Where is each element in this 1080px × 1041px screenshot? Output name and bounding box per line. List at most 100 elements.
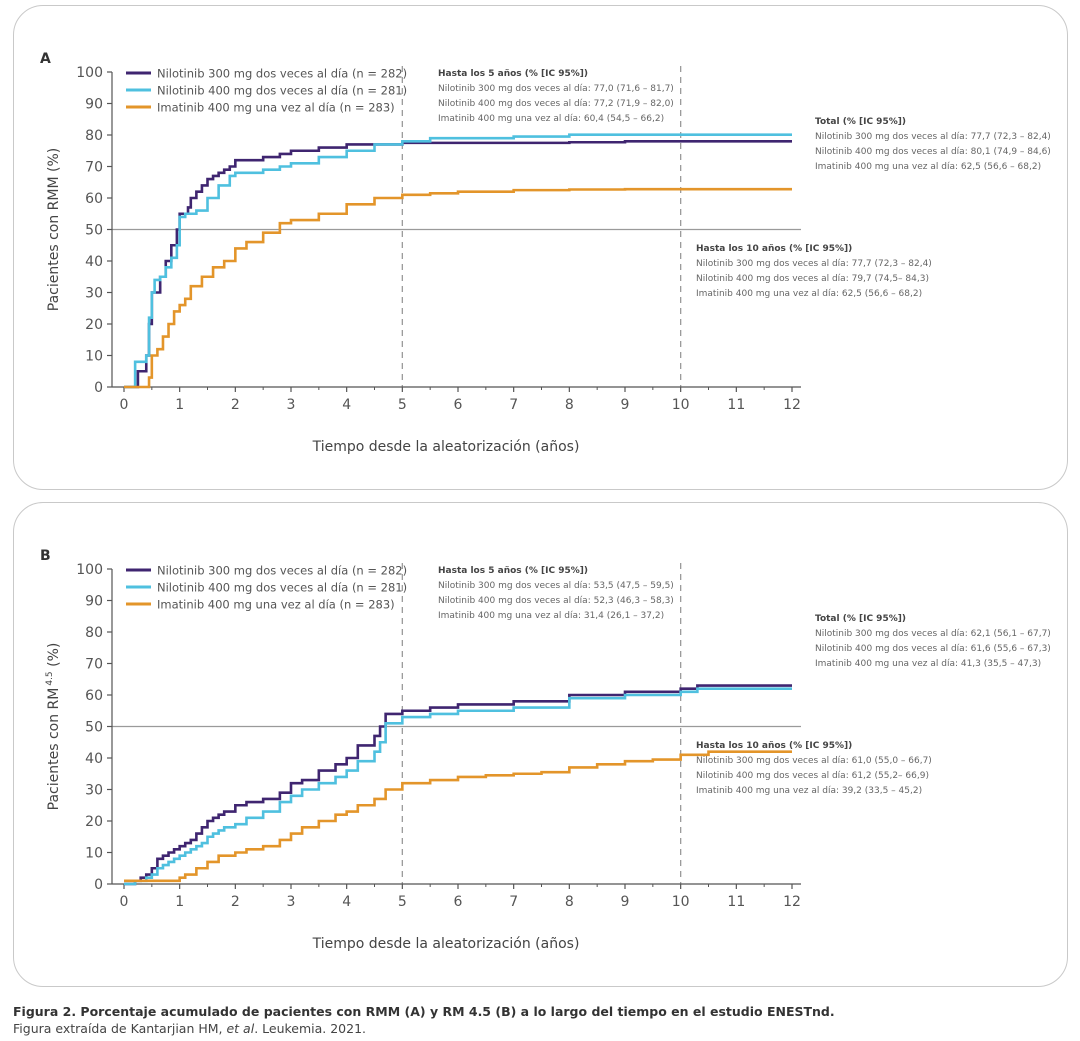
pb-legend-label-2: Imatinib 400 mg una vez al día (n = 283)	[157, 598, 395, 612]
pa-legend-label-2: Imatinib 400 mg una vez al día (n = 283)	[157, 101, 395, 115]
pb-y-tick-label-20: 20	[85, 814, 103, 830]
pa-x-tick-label-3: 3	[287, 397, 296, 413]
pb-annotation-title-2: Hasta los 10 años (% [IC 95%])	[696, 741, 852, 751]
pb-y-axis-label: Pacientes con RM 4.5 (%)	[45, 643, 62, 811]
pa-annotation-line-2-1: Nilotinib 400 mg dos veces al día: 79,7 …	[696, 274, 929, 284]
pa-y-tick-label-10: 10	[85, 349, 103, 365]
pb-x-tick-label-8: 8	[565, 894, 574, 910]
pb-x-tick-label-5: 5	[398, 894, 407, 910]
pb-x-tick-label-9: 9	[621, 894, 630, 910]
pb-x-tick-label-7: 7	[509, 894, 518, 910]
figure-caption: Figura 2. Porcentaje acumulado de pacien…	[13, 1003, 1063, 1037]
pa-x-tick-label-9: 9	[621, 397, 630, 413]
pa-annotation-line-2-2: Imatinib 400 mg una vez al día: 62,5 (56…	[696, 289, 922, 299]
panel-a	[13, 5, 1068, 490]
pa-series-line-nilotinib-300	[124, 140, 792, 389]
pb-y-tick-label-10: 10	[85, 846, 103, 862]
pa-x-tick-label-11: 11	[727, 397, 745, 413]
pa-x-tick-label-5: 5	[398, 397, 407, 413]
pb-series-line-nilotinib-400	[124, 687, 792, 886]
pa-x-tick-label-0: 0	[120, 397, 129, 413]
pa-series-line-imatinib-400	[124, 187, 792, 389]
pb-x-tick-label-6: 6	[454, 894, 463, 910]
pa-y-tick-label-50: 50	[85, 223, 103, 239]
pb-x-tick-label-2: 2	[231, 894, 240, 910]
pb-annotation-line-0-2: Imatinib 400 mg una vez al día: 31,4 (26…	[438, 611, 664, 621]
pb-y-axis-label-sup: 4.5	[45, 671, 55, 685]
pa-annotation-line-0-0: Nilotinib 300 mg dos veces al día: 77,0 …	[438, 84, 674, 94]
pa-annotation-line-1-0: Nilotinib 300 mg dos veces al día: 77,7 …	[815, 132, 1051, 142]
pb-y-tick-label-90: 90	[85, 594, 103, 610]
pb-annotation-line-1-1: Nilotinib 400 mg dos veces al día: 61,6 …	[815, 644, 1051, 654]
pb-annotation-line-0-1: Nilotinib 400 mg dos veces al día: 52,3 …	[438, 596, 674, 606]
pb-y-tick-label-50: 50	[85, 720, 103, 736]
pa-x-tick-label-7: 7	[509, 397, 518, 413]
panel-b	[13, 502, 1068, 987]
pb-legend-label-1: Nilotinib 400 mg dos veces al día (n = 2…	[157, 581, 407, 595]
pa-annotation-line-1-2: Imatinib 400 mg una vez al día: 62,5 (56…	[815, 162, 1041, 172]
pa-x-tick-label-4: 4	[342, 397, 351, 413]
pa-y-axis-label: Pacientes con RMM (%)	[46, 148, 62, 311]
pa-y-tick-label-90: 90	[85, 97, 103, 113]
pb-y-tick-label-0: 0	[94, 877, 103, 893]
pa-y-tick-label-70: 70	[85, 160, 103, 176]
pa-annotation-title-2: Hasta los 10 años (% [IC 95%])	[696, 244, 852, 254]
pa-panel-label: A	[40, 51, 51, 67]
pa-annotation-title-0: Hasta los 5 años (% [IC 95%])	[438, 69, 588, 79]
pb-annotation-line-0-0: Nilotinib 300 mg dos veces al día: 53,5 …	[438, 581, 674, 591]
caption-source-italic: et al	[226, 1021, 255, 1036]
caption-title: Figura 2. Porcentaje acumulado de pacien…	[13, 1004, 835, 1019]
pb-y-tick-label-100: 100	[76, 562, 103, 578]
pb-annotation-title-0: Hasta los 5 años (% [IC 95%])	[438, 566, 588, 576]
pa-annotation-line-0-2: Imatinib 400 mg una vez al día: 60,4 (54…	[438, 114, 664, 124]
pb-y-tick-label-60: 60	[85, 688, 103, 704]
pb-x-tick-label-0: 0	[120, 894, 129, 910]
pa-legend-label-1: Nilotinib 400 mg dos veces al día (n = 2…	[157, 84, 407, 98]
pb-annotation-title-1: Total (% [IC 95%])	[815, 614, 906, 624]
pa-y-tick-label-100: 100	[76, 65, 103, 81]
pb-y-tick-label-30: 30	[85, 783, 103, 799]
pa-x-tick-label-10: 10	[672, 397, 690, 413]
pb-annotation-line-2-2: Imatinib 400 mg una vez al día: 39,2 (33…	[696, 786, 922, 796]
pb-x-tick-label-10: 10	[672, 894, 690, 910]
pb-annotation-line-1-0: Nilotinib 300 mg dos veces al día: 62,1 …	[815, 629, 1051, 639]
pb-series-line-imatinib-400	[124, 750, 792, 883]
pb-y-axis-label-tail: (%)	[46, 643, 62, 672]
pb-annotation-line-2-1: Nilotinib 400 mg dos veces al día: 61,2 …	[696, 771, 929, 781]
pb-annotation-line-1-2: Imatinib 400 mg una vez al día: 41,3 (35…	[815, 659, 1041, 669]
caption-source-prefix: Figura extraída de Kantarjian HM,	[13, 1021, 227, 1036]
pb-x-axis-label: Tiempo desde la aleatorización (años)	[312, 936, 580, 952]
pa-y-tick-label-80: 80	[85, 128, 103, 144]
caption-source: Figura extraída de Kantarjian HM, et al.…	[13, 1020, 1063, 1037]
pa-y-tick-label-20: 20	[85, 317, 103, 333]
pb-y-tick-label-80: 80	[85, 625, 103, 641]
pa-y-tick-label-30: 30	[85, 286, 103, 302]
pa-y-tick-label-0: 0	[94, 380, 103, 396]
pa-x-axis-label: Tiempo desde la aleatorización (años)	[312, 439, 580, 455]
pa-x-tick-label-2: 2	[231, 397, 240, 413]
pb-x-tick-label-1: 1	[175, 894, 184, 910]
pa-annotation-line-1-1: Nilotinib 400 mg dos veces al día: 80,1 …	[815, 147, 1051, 157]
pb-series-line-nilotinib-300	[124, 684, 792, 886]
pa-series-line-nilotinib-400	[124, 133, 792, 389]
pb-x-tick-label-4: 4	[342, 894, 351, 910]
pb-legend-label-0: Nilotinib 300 mg dos veces al día (n = 2…	[157, 564, 407, 578]
pb-y-tick-label-70: 70	[85, 657, 103, 673]
pa-x-tick-label-1: 1	[175, 397, 184, 413]
pa-y-tick-label-40: 40	[85, 254, 103, 270]
pb-annotation-line-2-0: Nilotinib 300 mg dos veces al día: 61,0 …	[696, 756, 932, 766]
pa-annotation-line-2-0: Nilotinib 300 mg dos veces al día: 77,7 …	[696, 259, 932, 269]
pb-panel-label: B	[40, 548, 51, 564]
pb-y-axis-label-main: Pacientes con RM	[46, 688, 62, 811]
pa-x-tick-label-6: 6	[454, 397, 463, 413]
pa-y-tick-label-60: 60	[85, 191, 103, 207]
caption-source-suffix: . Leukemia. 2021.	[254, 1021, 367, 1036]
pb-x-tick-label-12: 12	[783, 894, 801, 910]
pa-x-tick-label-12: 12	[783, 397, 801, 413]
pa-x-tick-label-8: 8	[565, 397, 574, 413]
pb-y-tick-label-40: 40	[85, 751, 103, 767]
pa-legend-label-0: Nilotinib 300 mg dos veces al día (n = 2…	[157, 67, 407, 81]
pb-x-tick-label-3: 3	[287, 894, 296, 910]
pa-annotation-line-0-1: Nilotinib 400 mg dos veces al día: 77,2 …	[438, 99, 674, 109]
